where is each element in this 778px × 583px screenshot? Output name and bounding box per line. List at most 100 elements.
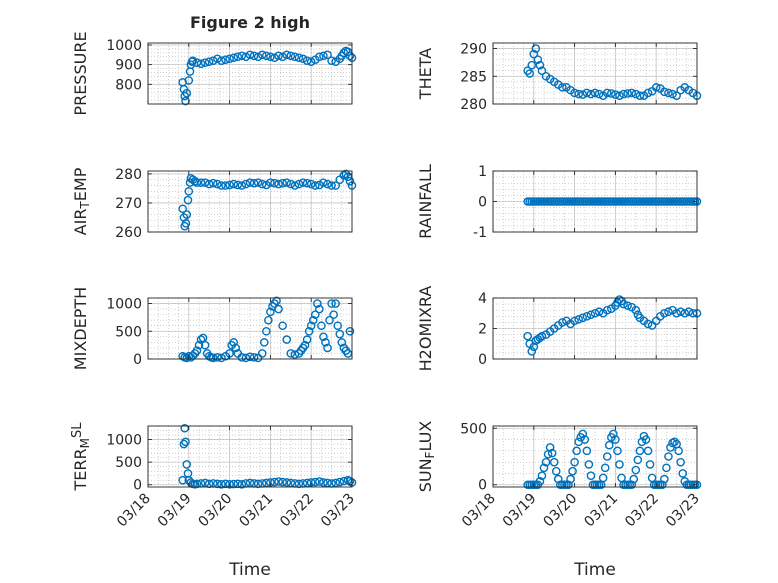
data-point	[182, 460, 192, 469]
data-point	[182, 210, 192, 219]
data-point	[237, 479, 247, 489]
data-point	[537, 331, 547, 341]
data-point	[192, 346, 202, 355]
data-point	[319, 478, 328, 487]
data-point	[217, 353, 226, 363]
data-point	[262, 51, 271, 61]
data-point	[584, 460, 594, 469]
data-point	[670, 437, 679, 447]
data-point	[264, 315, 273, 325]
data-point	[319, 332, 328, 342]
y-tick-label: 500	[460, 421, 487, 437]
data-point	[623, 89, 632, 98]
y-axis-label-part: M	[78, 438, 92, 448]
data-point	[217, 56, 226, 66]
data-point	[607, 89, 616, 98]
data-point	[633, 455, 643, 465]
data-point	[225, 180, 234, 190]
data-point	[333, 321, 343, 331]
data-point	[664, 307, 673, 317]
data-point	[196, 335, 206, 344]
data-point	[643, 319, 653, 329]
data-point	[178, 475, 187, 485]
data-point	[345, 51, 355, 61]
data-point	[537, 66, 547, 76]
data-point	[186, 478, 196, 487]
x-tick-label: 03/21	[236, 491, 276, 531]
subplot-rainfall: -1 0 1 RAINFALL	[416, 164, 702, 241]
y-axis-label: PRESSURE	[71, 31, 90, 115]
y-axis-label-part: T	[78, 201, 92, 210]
data-point	[278, 178, 287, 188]
data-point	[658, 480, 667, 490]
data-point	[619, 89, 628, 99]
data-point	[286, 179, 296, 189]
y-tick-label: 285	[460, 69, 487, 85]
data-point	[627, 480, 637, 490]
data-point	[660, 308, 669, 318]
data-point	[304, 326, 314, 336]
data-point	[178, 204, 187, 214]
data-point	[651, 83, 661, 92]
axes-box	[147, 425, 353, 488]
data-point	[578, 429, 588, 439]
data-point	[313, 299, 322, 308]
data-point	[572, 446, 581, 456]
data-point	[549, 457, 559, 467]
data-point	[688, 308, 698, 318]
axes-box	[147, 42, 353, 105]
data-point	[315, 304, 324, 314]
data-point	[221, 55, 230, 65]
data-point	[221, 181, 230, 190]
y-tick-label: 500	[115, 455, 142, 471]
data-point	[331, 181, 340, 190]
data-point	[306, 57, 316, 66]
data-point	[294, 53, 304, 63]
data-point	[631, 305, 641, 315]
data-point	[641, 435, 651, 444]
data-point	[302, 178, 312, 188]
y-axis-label-part: THETA	[416, 48, 435, 100]
data-point	[190, 176, 200, 186]
axes-box	[492, 42, 698, 105]
data-point	[539, 463, 549, 473]
data-point	[183, 195, 193, 205]
data-point	[668, 89, 677, 99]
data-point	[635, 446, 645, 456]
y-axis-label-part: PRESSURE	[71, 31, 90, 115]
data-point	[290, 350, 300, 359]
data-point	[286, 349, 296, 358]
data-point	[298, 178, 308, 187]
data-point	[586, 310, 596, 320]
data-point	[200, 178, 210, 187]
data-point	[645, 460, 655, 469]
y-tick-label: 1000	[106, 38, 142, 54]
subplot-theta: 280 285 290 THETA	[416, 42, 702, 113]
data-point	[566, 474, 575, 484]
y-tick-label: 1000	[106, 433, 142, 449]
data-point	[547, 448, 557, 458]
data-point	[208, 56, 218, 66]
data-point	[302, 478, 312, 488]
data-point	[672, 91, 681, 100]
data-point	[266, 52, 275, 62]
data-point	[676, 457, 685, 467]
y-tick-label: 4	[478, 291, 487, 307]
data-point	[570, 457, 579, 467]
data-point	[274, 304, 283, 314]
data-point	[323, 179, 332, 189]
data-point	[213, 179, 222, 189]
data-point	[241, 353, 251, 363]
data-point	[611, 90, 620, 99]
y-axis-label-part: F	[423, 451, 437, 458]
data-point	[182, 88, 192, 98]
y-axis-label-part: H2OMIXRA	[416, 286, 435, 372]
data-point	[217, 181, 226, 190]
data-point	[225, 54, 234, 64]
data-point	[343, 349, 353, 358]
data-point	[241, 179, 251, 189]
data-point	[531, 44, 541, 53]
x-tick-label: 03/23	[663, 491, 703, 531]
data-point	[192, 58, 202, 67]
y-axis-label-part: SL	[70, 422, 85, 438]
